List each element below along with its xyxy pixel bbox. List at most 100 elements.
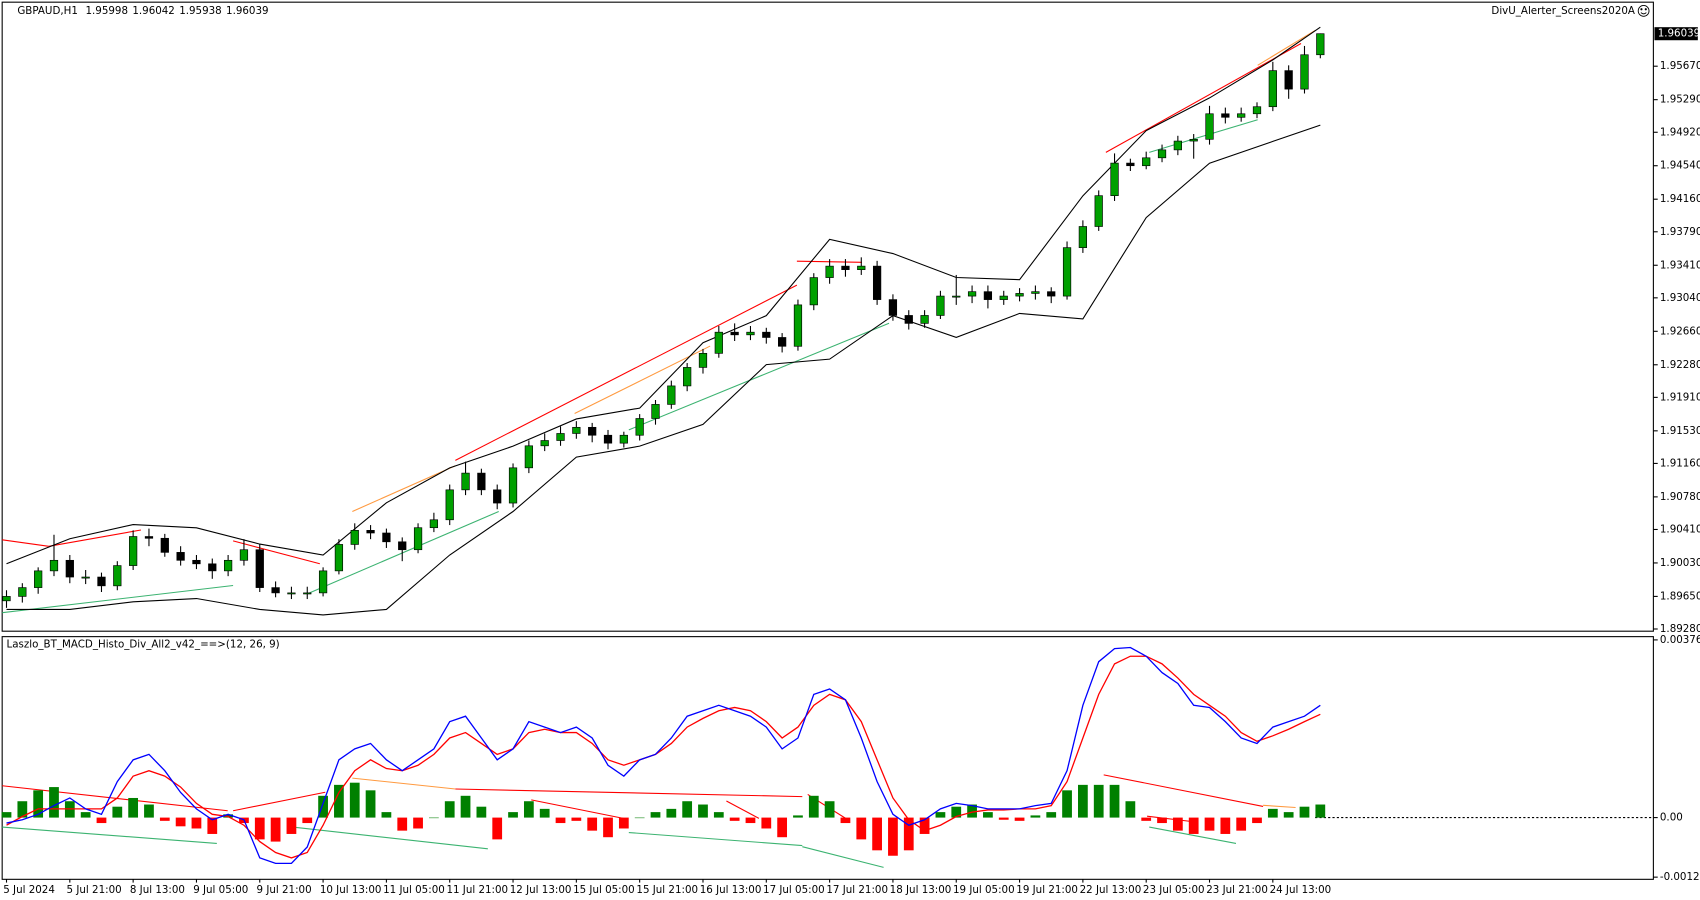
histogram-bar xyxy=(349,782,360,818)
histogram-bar xyxy=(429,817,439,819)
candle-body xyxy=(825,265,834,278)
x-tick-label: 23 Jul 05:00 xyxy=(1143,884,1205,896)
histogram-bar xyxy=(745,817,756,824)
candle-body xyxy=(888,299,898,316)
histogram-bar xyxy=(555,817,566,824)
y-tick-label: -0.001263 xyxy=(1660,871,1700,883)
candle-body xyxy=(730,331,739,336)
x-tick-label: 5 Jul 2024 xyxy=(3,884,55,896)
x-tick-label: 9 Jul 21:00 xyxy=(257,884,312,896)
histogram-bar xyxy=(808,795,819,818)
x-tick-label: 15 Jul 21:00 xyxy=(636,884,698,896)
candle-body xyxy=(1300,54,1309,90)
candle-body xyxy=(1284,70,1293,90)
y-tick-label: 0.003768 xyxy=(1660,634,1700,646)
y-tick-label: 1.89650 xyxy=(1660,590,1700,602)
histogram-bar xyxy=(365,790,376,818)
candle-body xyxy=(872,265,882,300)
candle-body xyxy=(1157,149,1167,159)
candle-body xyxy=(1268,70,1277,108)
candle-body xyxy=(350,530,359,545)
candle-body xyxy=(97,576,106,587)
candle-body xyxy=(1142,157,1151,167)
candle-body xyxy=(1126,162,1135,167)
candle-body xyxy=(635,418,644,436)
macd-line xyxy=(6,646,1321,865)
candle-body xyxy=(192,559,201,565)
open: 1.95998 xyxy=(85,5,128,17)
histogram-bar xyxy=(286,817,297,834)
y-tick-label: 1.92280 xyxy=(1660,359,1700,371)
x-tick-label: 17 Jul 05:00 xyxy=(763,884,825,896)
candle-body xyxy=(603,434,613,444)
histogram-bar xyxy=(713,812,724,818)
close: 1.96039 xyxy=(226,5,269,17)
bollinger-lower xyxy=(6,124,1321,616)
histogram-bar xyxy=(1014,817,1025,821)
histogram-bar xyxy=(666,808,677,818)
histogram-bar xyxy=(1252,817,1262,824)
candle-body xyxy=(255,549,264,588)
histogram-bar xyxy=(159,817,170,821)
price-panel xyxy=(1,1,1654,632)
histogram-bar xyxy=(80,812,91,818)
candle-body xyxy=(208,563,217,572)
histogram-bar xyxy=(1220,817,1231,834)
x-tick-label: 19 Jul 05:00 xyxy=(953,884,1015,896)
candle-body xyxy=(144,536,154,539)
histogram-bar xyxy=(1109,784,1120,818)
histogram-bar xyxy=(508,812,518,818)
histogram-bar xyxy=(492,817,503,840)
y-tick-label: 1.91910 xyxy=(1660,391,1700,403)
candle-body xyxy=(366,530,375,534)
candle-body xyxy=(287,592,296,595)
candle-body xyxy=(698,352,708,368)
smiley-icon xyxy=(1637,5,1650,17)
histogram-bar xyxy=(1046,812,1057,818)
high: 1.96042 xyxy=(132,5,175,17)
candle-body xyxy=(1205,113,1214,140)
y-tick-label: 1.94540 xyxy=(1660,160,1700,172)
candle-body xyxy=(999,295,1008,300)
candle-body xyxy=(1047,291,1056,297)
histogram-bar xyxy=(983,812,993,818)
candle-body xyxy=(920,315,929,324)
histogram-bar xyxy=(793,815,803,818)
candle-body xyxy=(983,291,993,300)
histogram-bar xyxy=(413,817,423,829)
y-tick-label: 1.95670 xyxy=(1660,60,1700,72)
indicator-title: Laszlo_BT_MACD_Histo_Div_All2_v42_==>(12… xyxy=(7,638,280,650)
candle-body xyxy=(1062,247,1072,297)
x-tick-label: 9 Jul 05:00 xyxy=(193,884,248,896)
indicator-name: DivU_Alerter_Screens2020A xyxy=(1491,5,1635,17)
x-tick-label: 23 Jul 21:00 xyxy=(1206,884,1268,896)
histogram-bar xyxy=(523,801,534,818)
histogram-bar xyxy=(96,817,107,824)
histogram-bar xyxy=(1315,804,1326,818)
histogram-bar xyxy=(634,817,645,819)
candle-body xyxy=(588,426,597,436)
histogram-bar xyxy=(618,817,629,829)
histogram-bar xyxy=(17,801,28,818)
histogram-bar xyxy=(840,817,851,824)
histogram-bar xyxy=(1157,817,1167,824)
histogram-bar xyxy=(1030,815,1041,818)
y-tick-label: 1.90410 xyxy=(1660,523,1700,535)
candle-body xyxy=(318,570,328,594)
histogram-bar xyxy=(1062,790,1072,818)
candle-body xyxy=(461,472,470,491)
y-tick-label: 1.94160 xyxy=(1660,193,1700,205)
histogram-bar xyxy=(587,817,598,831)
histogram-bar xyxy=(397,817,408,831)
y-tick-label: 1.95290 xyxy=(1660,94,1700,106)
candle-body xyxy=(746,331,755,336)
histogram-bar xyxy=(444,801,455,818)
histogram-bar xyxy=(919,817,930,834)
histogram-bar xyxy=(951,806,962,818)
candle-body xyxy=(493,489,502,504)
histogram-bar xyxy=(698,804,708,818)
x-tick-label: 10 Jul 13:00 xyxy=(320,884,382,896)
candle-body xyxy=(65,559,74,578)
